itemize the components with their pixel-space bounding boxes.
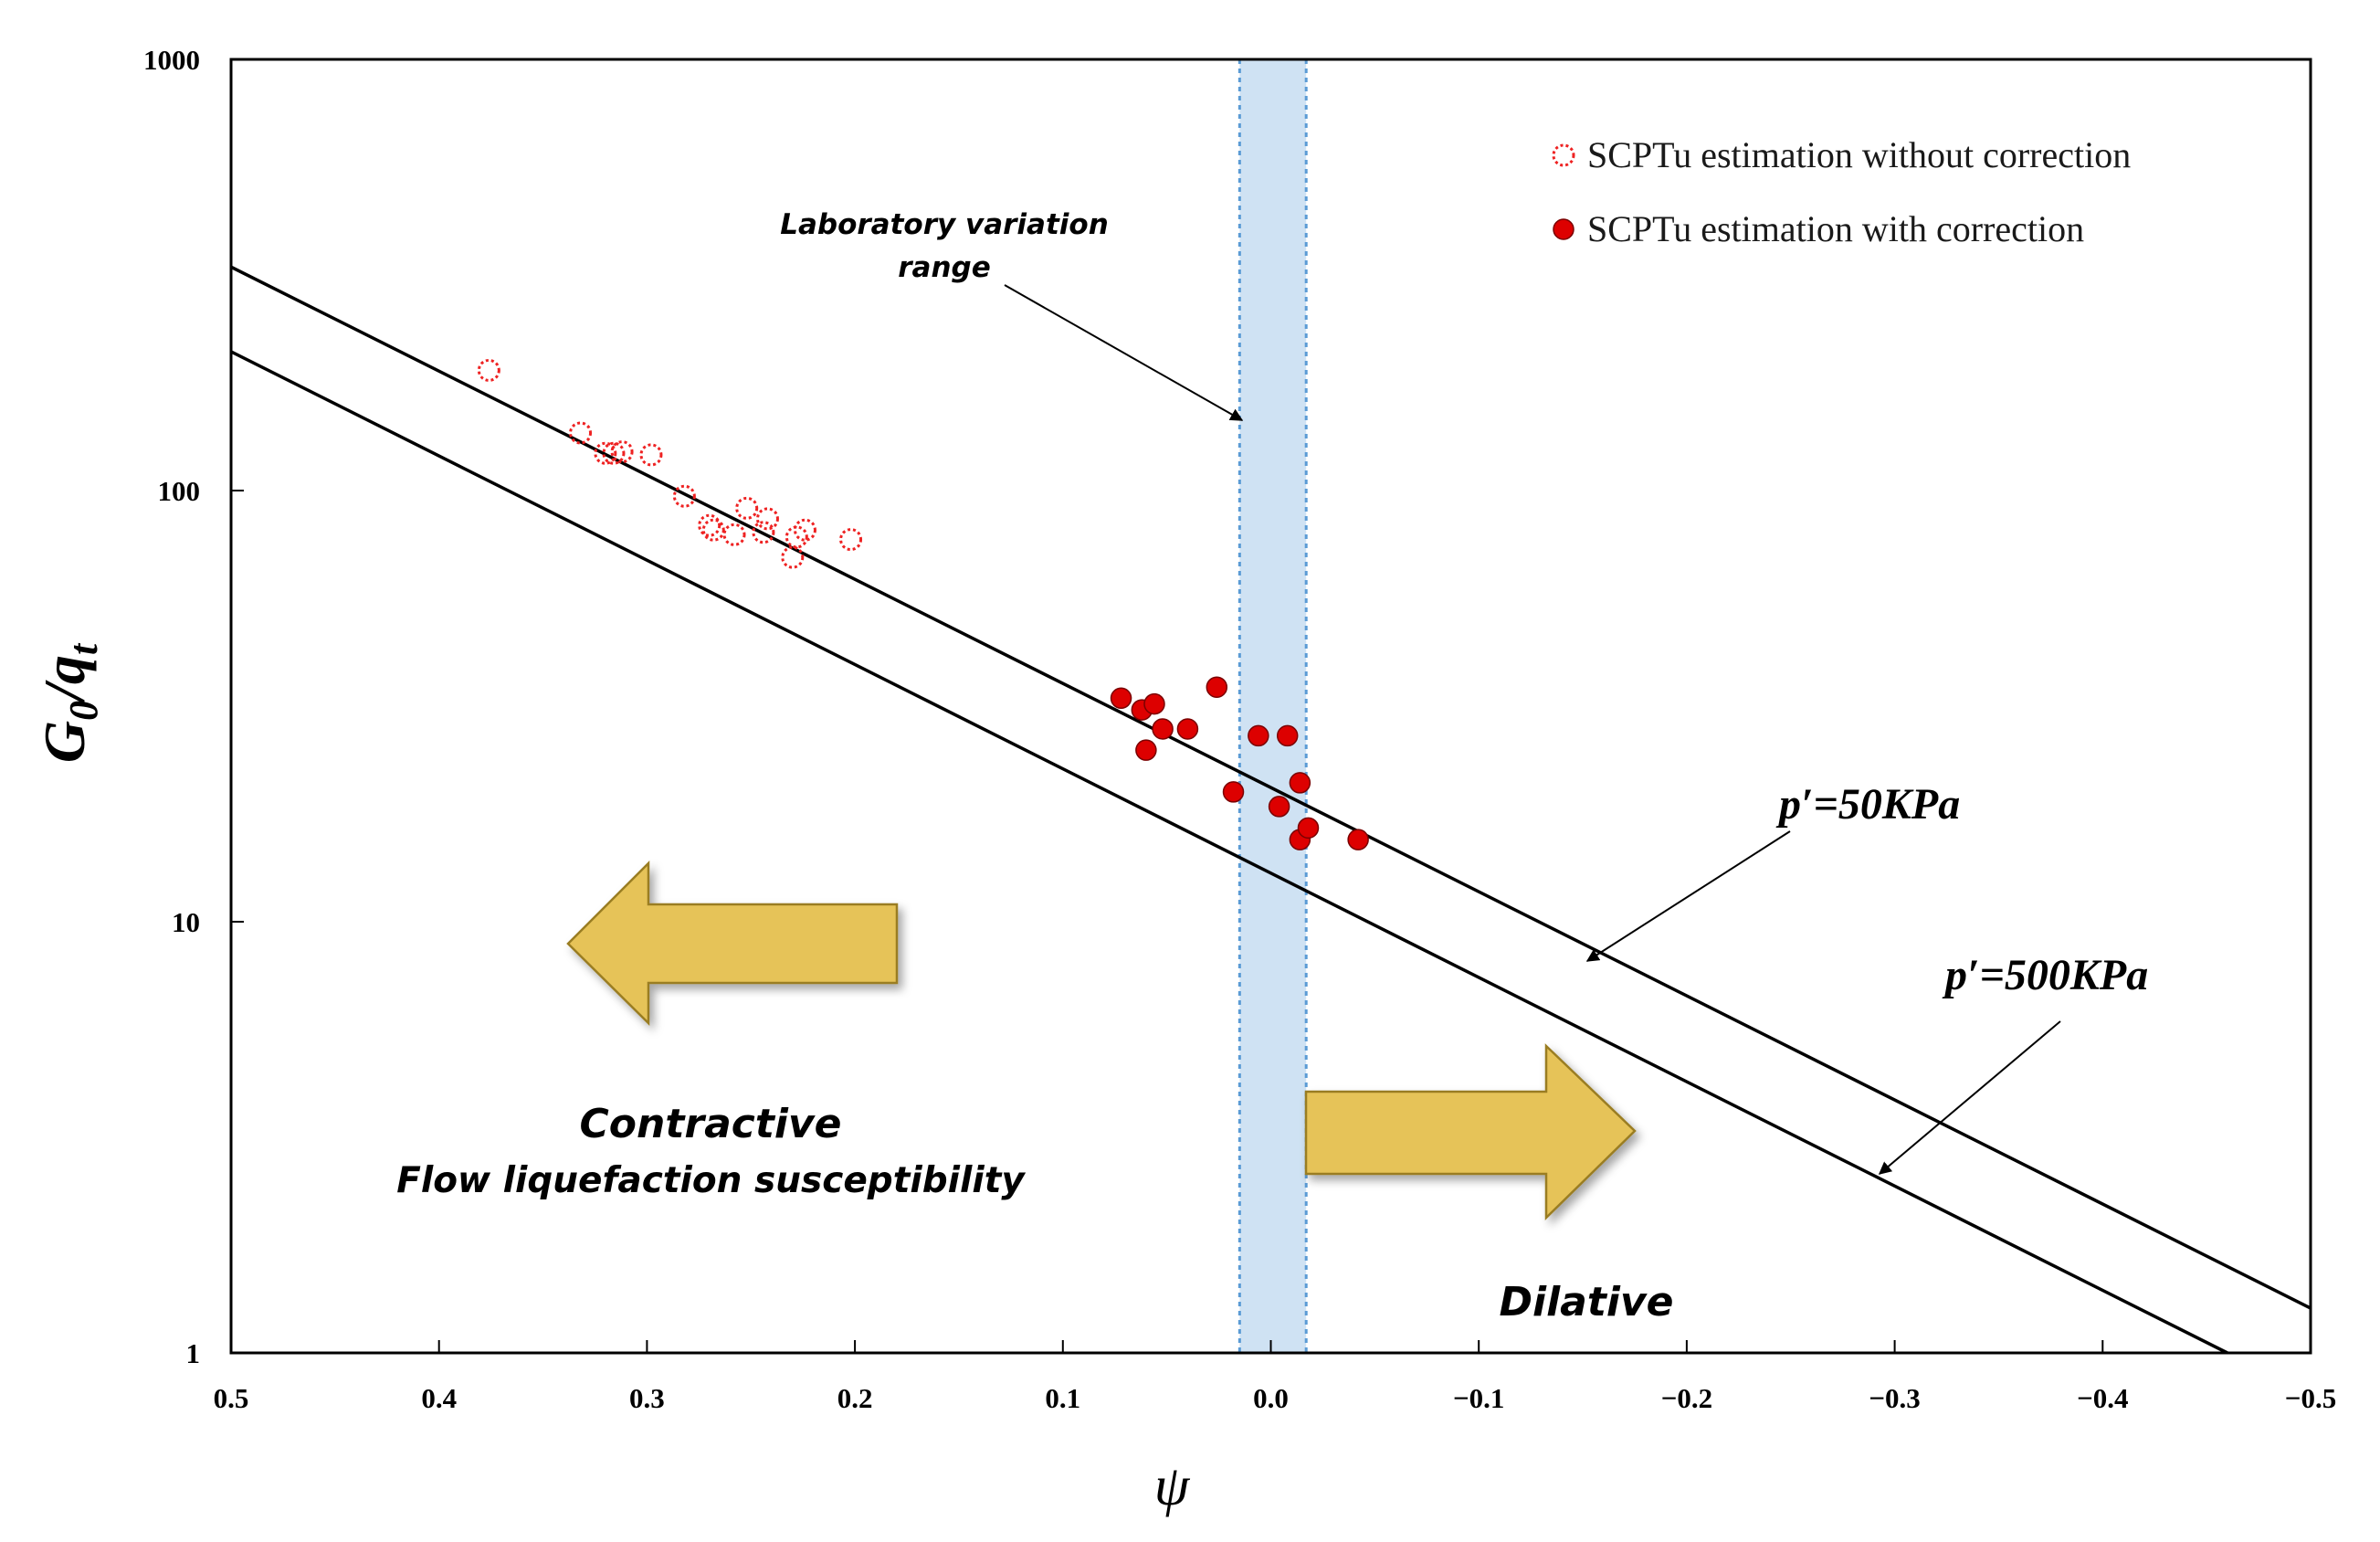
data-point	[1135, 739, 1157, 761]
y-title-sub0: 0	[61, 701, 106, 721]
x-tick-label: −0.3	[1869, 1382, 1920, 1414]
p50-pointer	[1585, 830, 1791, 962]
y-tick-label: 100	[158, 475, 201, 507]
series-without-correction	[477, 358, 863, 569]
x-tick-label: −0.1	[1453, 1382, 1504, 1414]
data-point	[1143, 692, 1165, 715]
data-point	[698, 513, 721, 537]
svg-text:G0/qt: G0/qt	[32, 642, 106, 763]
lab-range-label-line2: range	[898, 251, 991, 284]
data-point	[1248, 724, 1269, 747]
lab-range-pointer	[1004, 284, 1244, 421]
y-tick-label: 1000	[143, 44, 200, 76]
p500-pointer	[1878, 1020, 2061, 1175]
data-point	[793, 518, 816, 542]
x-axis-ticks: 0.5 0.4 0.3 0.2 0.1 0.0 −0.1 −0.2 −0.3 −0.4 −0.5	[214, 1340, 2336, 1414]
data-point	[1222, 781, 1245, 803]
data-point	[1347, 829, 1369, 850]
x-tick-label: 0.4	[421, 1382, 457, 1414]
data-point	[1289, 772, 1311, 794]
y-tick-label: 1	[186, 1337, 201, 1369]
data-point	[781, 545, 805, 569]
legend-marker-open	[1552, 143, 1575, 167]
x-tick-label: 0.5	[214, 1382, 249, 1414]
data-point	[477, 358, 500, 382]
data-point	[785, 525, 808, 549]
data-point	[569, 421, 593, 445]
x-tick-label: 0.1	[1045, 1382, 1080, 1414]
data-point	[602, 441, 626, 465]
x-tick-label: 0.0	[1253, 1382, 1289, 1414]
x-tick-label: 0.2	[837, 1382, 873, 1414]
contractive-subtitle: Flow liquefaction susceptibility	[396, 1160, 1026, 1201]
x-tick-label: −0.5	[2285, 1382, 2336, 1414]
legend-marker-filled	[1553, 218, 1574, 240]
data-point	[610, 440, 634, 464]
data-point	[1206, 676, 1228, 698]
data-point	[639, 443, 663, 467]
legend-label-with-correction: SCPTu estimation with correction	[1587, 208, 2084, 249]
reference-line	[230, 265, 2312, 1310]
line-label-p500: p′=500KPa	[1942, 951, 2148, 999]
y-axis-title: G0/qt	[32, 642, 106, 763]
y-title-slash-q: /q	[32, 655, 97, 704]
data-point	[1152, 718, 1174, 740]
y-tick-label: 10	[172, 906, 200, 938]
contractive-title: Contractive	[580, 1101, 842, 1147]
x-tick-label: −0.4	[2077, 1382, 2128, 1414]
lab-variation-band	[1239, 59, 1307, 1353]
data-point	[839, 528, 863, 552]
data-point	[1297, 817, 1320, 840]
legend-label-without-correction: SCPTu estimation without correction	[1587, 134, 2131, 175]
series-with-correction	[1110, 676, 1369, 850]
legend: SCPTu estimation without correction SCPT…	[1552, 134, 2131, 249]
x-tick-label: −0.2	[1661, 1382, 1712, 1414]
line-label-p50: p′=50KPa	[1775, 780, 1960, 829]
data-point	[1110, 687, 1132, 710]
x-tick-label: 0.3	[629, 1382, 665, 1414]
reference-line	[230, 350, 2228, 1355]
data-point	[701, 518, 725, 542]
lab-range-label-line1: Laboratory variation	[780, 208, 1109, 241]
y-title-subt: t	[61, 642, 106, 655]
data-point	[1268, 796, 1290, 818]
contractive-arrow	[566, 860, 899, 1026]
y-title-g: G	[32, 721, 97, 763]
data-point	[722, 523, 746, 546]
y-axis-ticks: 1 10 100 1000	[143, 44, 244, 1369]
reference-lines	[230, 265, 2312, 1355]
dilative-arrow	[1304, 1043, 1637, 1220]
data-point	[1176, 718, 1199, 740]
data-point	[755, 507, 779, 531]
data-point	[735, 496, 759, 520]
data-point	[752, 521, 775, 544]
data-point	[594, 441, 617, 465]
data-point	[672, 484, 696, 508]
x-axis-title: ψ	[1154, 1455, 1191, 1517]
data-point	[1276, 724, 1299, 747]
dilative-label: Dilative	[1499, 1279, 1673, 1325]
